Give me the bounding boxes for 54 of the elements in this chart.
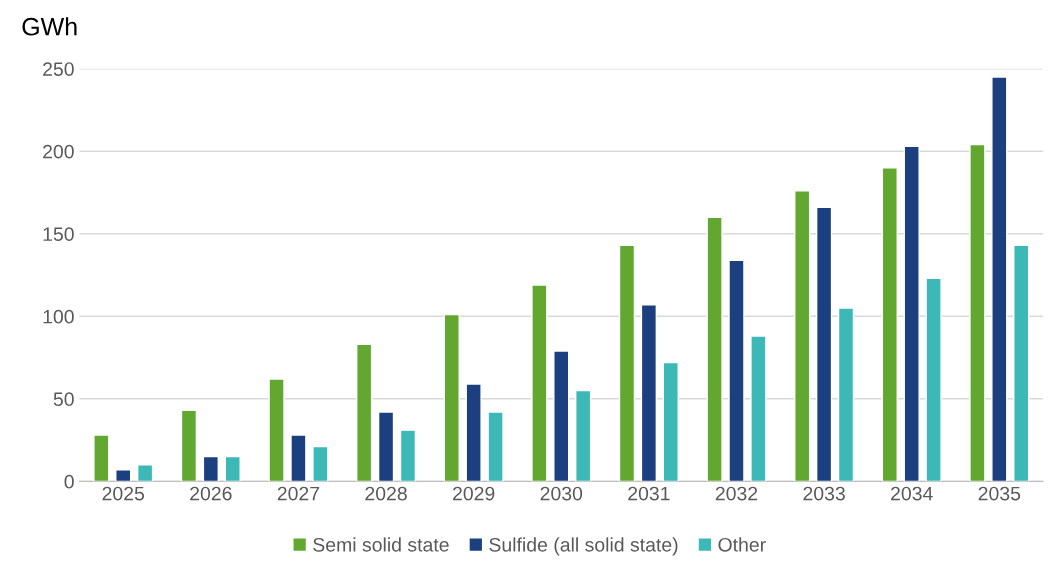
x-tick-label: 2034 xyxy=(891,486,933,501)
bar xyxy=(356,343,373,482)
bar xyxy=(881,167,898,482)
bar xyxy=(136,464,154,482)
x-tick-label: 2027 xyxy=(277,486,320,501)
x-tick-label: 2028 xyxy=(365,486,407,501)
y-tick-label: 200 xyxy=(43,144,74,159)
legend-label: Other xyxy=(718,537,766,552)
bar xyxy=(531,284,548,482)
x-tick-label: 2033 xyxy=(803,486,845,501)
bar xyxy=(312,445,329,482)
x-tick-label: 2029 xyxy=(453,486,495,501)
bar xyxy=(180,409,198,482)
y-tick-label: 150 xyxy=(43,227,74,242)
bar xyxy=(399,429,417,482)
bar xyxy=(640,304,658,482)
bar xyxy=(662,361,679,482)
bar xyxy=(93,434,110,482)
bar xyxy=(706,216,723,482)
bar xyxy=(553,350,570,482)
y-tick-label: 100 xyxy=(43,309,74,324)
bar xyxy=(925,277,942,482)
legend-label: Sulfide (all solid state) xyxy=(489,537,678,556)
legend-label: Semi solid state xyxy=(313,537,449,552)
y-axis-title: GWh xyxy=(22,17,77,36)
bar xyxy=(443,313,460,482)
x-tick-label: 2025 xyxy=(102,486,145,501)
x-tick-label: 2032 xyxy=(715,486,758,501)
bar xyxy=(115,469,132,482)
bar xyxy=(837,307,855,482)
bar xyxy=(202,455,219,482)
bar xyxy=(794,190,811,482)
bar xyxy=(969,143,986,482)
bar xyxy=(465,383,482,482)
bar xyxy=(268,378,285,482)
bar xyxy=(224,455,241,482)
bar xyxy=(377,411,395,482)
y-tick-label: 0 xyxy=(64,474,74,489)
bar xyxy=(815,206,833,482)
bar xyxy=(575,389,592,482)
x-tick-label: 2035 xyxy=(978,486,1021,501)
bar xyxy=(750,335,767,482)
bar xyxy=(487,411,504,482)
bar xyxy=(1013,244,1030,482)
x-tick-label: 2026 xyxy=(190,486,232,501)
x-tick-label: 2031 xyxy=(628,486,670,501)
bar xyxy=(728,259,745,482)
bar xyxy=(991,76,1008,482)
y-tick-label: 50 xyxy=(53,392,74,407)
bar xyxy=(618,244,636,482)
bar xyxy=(290,434,307,482)
y-tick-label: 250 xyxy=(43,62,74,76)
x-tick-label: 2030 xyxy=(540,486,583,501)
bar xyxy=(903,145,920,482)
